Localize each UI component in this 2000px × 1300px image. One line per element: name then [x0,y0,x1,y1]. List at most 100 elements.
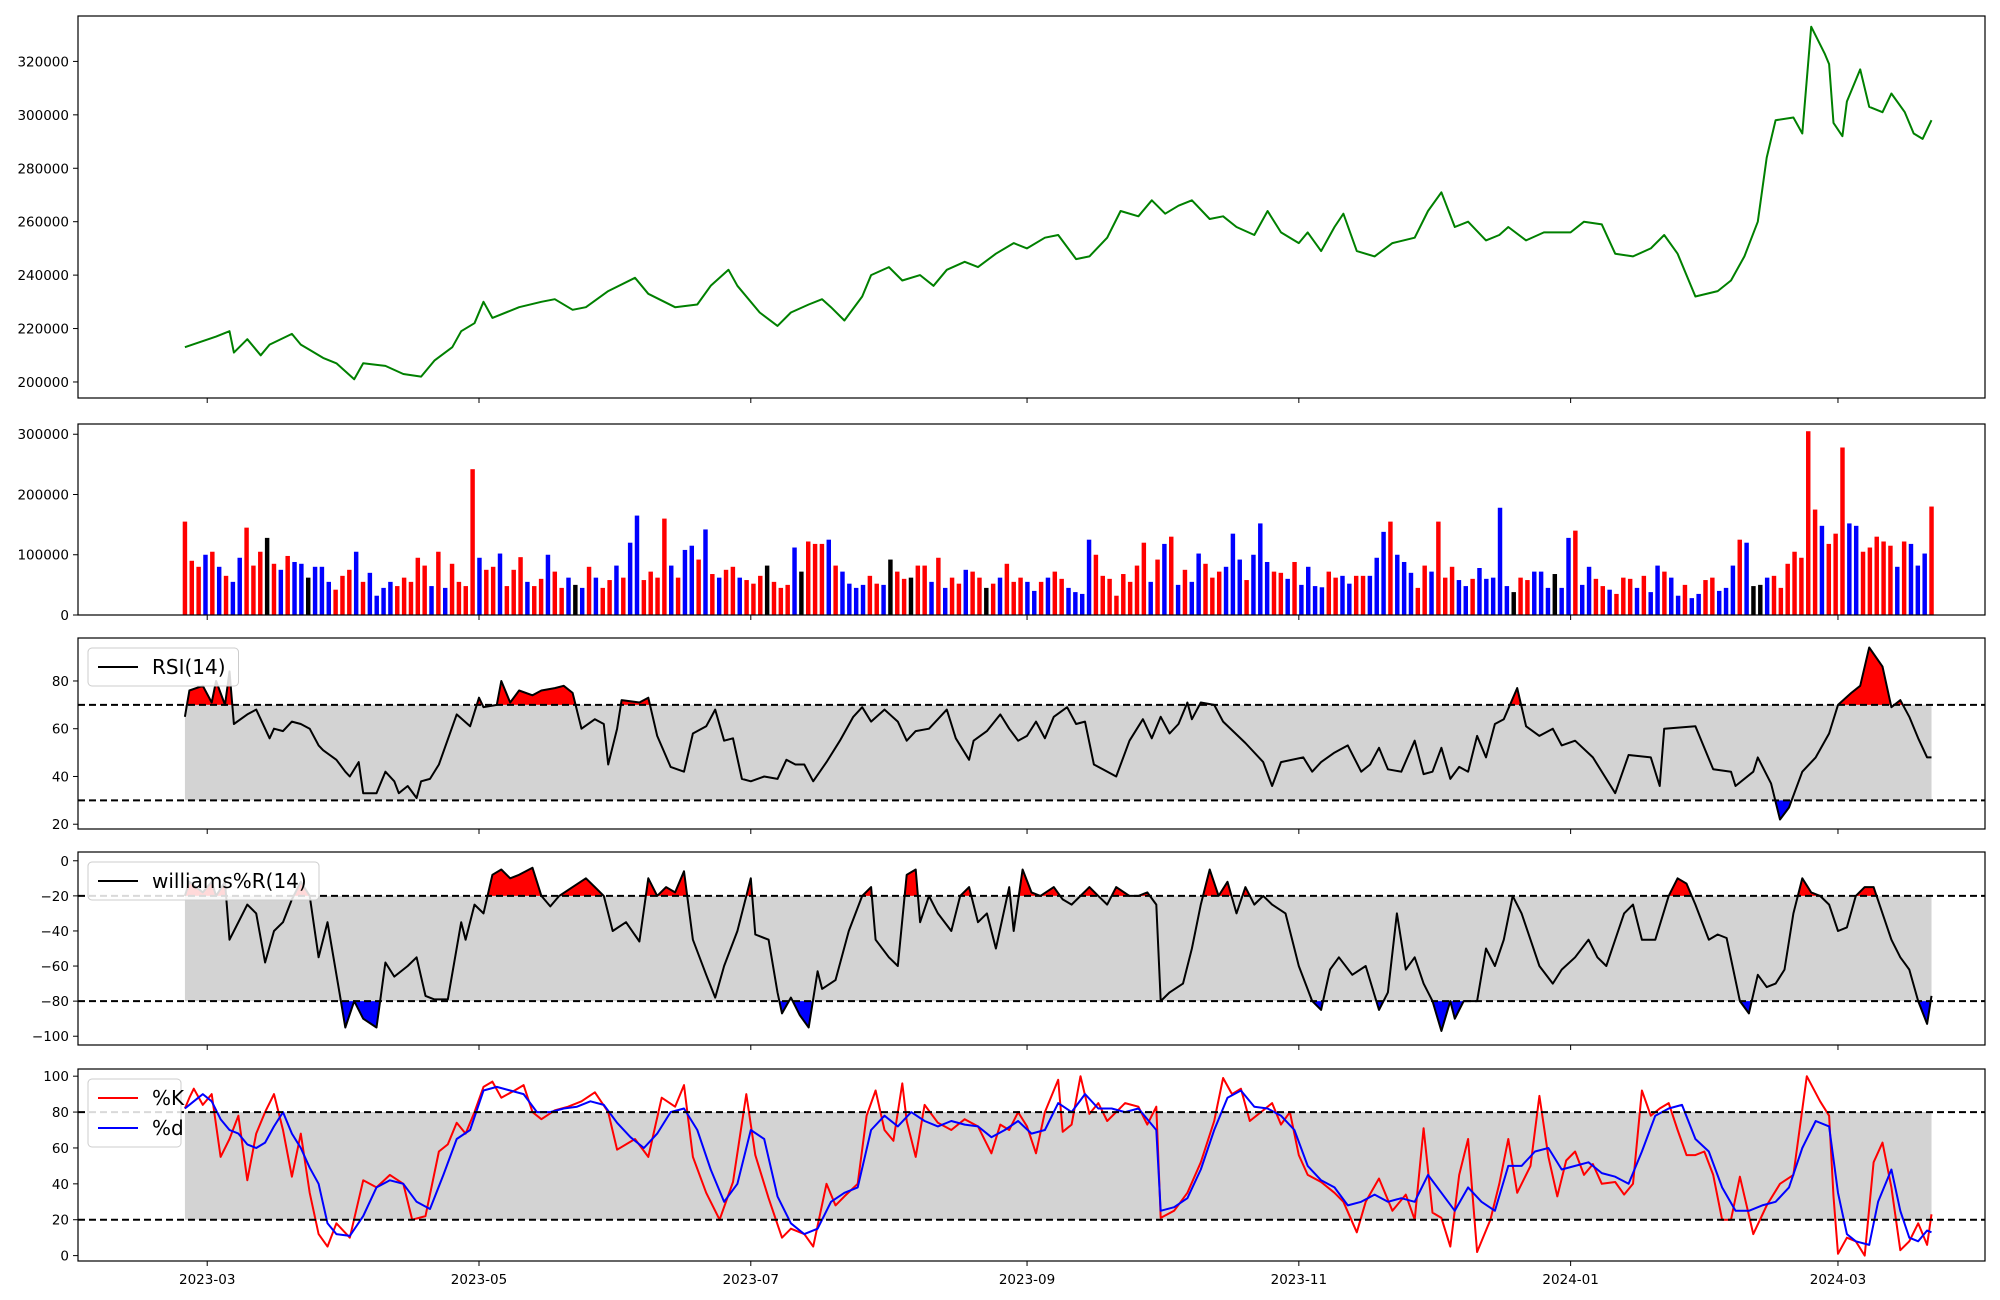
volume-bar [1566,537,1571,615]
volume-bar [347,569,352,615]
volume-bar [1840,447,1845,615]
volume-bar [949,577,955,615]
volume-bar [977,577,982,615]
volume-bar [1429,571,1434,615]
volume-bar [1929,506,1934,615]
volume-bar [1415,587,1421,615]
volume-bar [764,565,770,615]
price-panel: 200000 220000 240000 260000 280000 300000 3200… [17,15,1986,403]
rsi-panel: 20 40 60 80 RSI(14) [52,637,1986,834]
volume-bar [648,571,653,615]
volume-bar [1758,584,1763,615]
volume-bar [264,537,270,615]
williams-oversold-fill [340,1001,355,1028]
volume-bar [196,566,201,615]
volume-bar [1675,595,1681,615]
volume-bar [696,559,701,615]
volume-y-tick-label: 100000 [17,548,69,564]
stochastic-band-fill [184,1112,1932,1220]
volume-bar [292,561,297,615]
volume-bar [1525,580,1530,615]
volume-bar [1648,592,1653,615]
volume-bar [1442,577,1448,615]
x-tick-label: 2023-03 [179,1272,235,1288]
stochastic-panel: 0 20 40 60 80 100 2023-03 2023-05 2023-07 2023-09… [43,1068,1986,1288]
price-y-tick-label: 280000 [17,161,69,177]
volume-bar [614,565,619,615]
volume-bar [1038,581,1044,615]
volume-bar [490,566,496,615]
rsi-overbought-fill [496,680,576,705]
volume-bar [641,580,647,615]
volume-bar [525,581,530,615]
volume-bar [395,586,400,615]
volume-bar [1025,581,1030,615]
volume-bar [1634,587,1640,615]
volume-bar [1579,584,1585,615]
volume-bar [429,586,434,615]
williams-band-fill [184,895,1932,1002]
volume-bar [244,527,249,615]
volume-bar [908,577,914,615]
volume-bar [1292,561,1297,615]
williams-series-line [183,866,1933,1032]
williams-overbought-fill [1203,869,1219,896]
williams-panel: −100 −80 −60 −40 −20 0 williams%R(14) [32,851,1986,1050]
volume-bar [1086,539,1092,615]
volume-y-tick-label: 0 [60,608,69,624]
volume-bar [1408,572,1414,615]
volume-bar [758,575,763,615]
volume-bar [867,575,873,615]
volume-bar [936,557,941,615]
stochastic-y-tick-label: 20 [52,1213,69,1229]
volume-bar [1504,586,1510,615]
volume-bar [340,575,345,615]
volume-bar [1497,507,1503,615]
williams-overbought-fill [559,878,604,896]
stochastic-legend-label: %K [152,1086,185,1110]
williams-overbought-fill [1855,887,1877,896]
volume-bar [1155,559,1160,615]
volume-bar [1490,577,1496,615]
volume-bar [388,581,393,615]
volume-bar [1353,575,1359,615]
volume-bar [497,553,503,615]
williams-oversold-fill [354,1001,381,1028]
volume-bar [662,518,667,615]
volume-bar [285,555,290,615]
volume-bar [1586,566,1592,615]
volume-bar [806,541,811,615]
volume-bar [1915,565,1921,615]
volume-bar [737,577,742,615]
volume-bar [1141,542,1147,615]
volume-bar [401,577,407,615]
volume-bar [1874,536,1879,615]
stochastic-y-tick-label: 100 [43,1069,69,1085]
volume-bar [1593,578,1599,615]
volume-bar [566,577,571,615]
volume-bar [271,563,277,615]
volume-bar [1278,572,1284,615]
volume-bar [463,586,468,615]
volume-bar [299,563,304,615]
stochastic-series-line [184,1085,1932,1246]
volume-bar [1333,577,1338,615]
volume-bar [669,565,674,615]
stochastic-y-tick-label: 60 [52,1141,69,1157]
volume-bar [1223,566,1229,615]
volume-bar [895,571,900,615]
stochastic-frame [77,1068,1986,1262]
volume-bar [1436,521,1441,615]
volume-bar [1867,547,1873,615]
volume-bar [1079,593,1085,615]
volume-bar [415,557,421,615]
x-tick-label: 2024-03 [1810,1272,1866,1288]
volume-bar [901,578,907,615]
volume-bar [888,559,893,615]
volume-bar [1771,575,1777,615]
volume-bar [360,581,366,615]
volume-bar [1737,539,1742,615]
volume-bar [182,521,188,615]
volume-bar [381,587,386,615]
volume-bar [1744,542,1749,615]
